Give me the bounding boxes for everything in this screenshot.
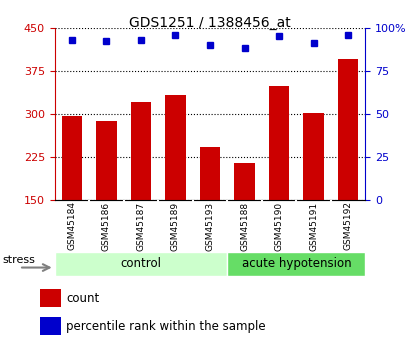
Text: GSM45187: GSM45187 (136, 201, 145, 250)
Bar (338, 59, 359, 200)
Bar (131, 102, 151, 200)
Bar (227, 252, 365, 276)
Bar (40, 289, 61, 307)
Text: GSM45184: GSM45184 (67, 201, 76, 250)
Bar (55, 252, 227, 276)
Text: GSM45188: GSM45188 (240, 201, 249, 250)
Bar (40, 317, 61, 335)
Text: percentile rank within the sample: percentile rank within the sample (66, 319, 266, 333)
Text: GSM45191: GSM45191 (309, 201, 318, 250)
Text: count: count (66, 292, 100, 305)
Text: acute hypotension: acute hypotension (241, 257, 351, 270)
Text: GSM45192: GSM45192 (344, 201, 353, 250)
Text: GDS1251 / 1388456_at: GDS1251 / 1388456_at (129, 16, 291, 30)
Bar (61, 116, 82, 200)
Bar (200, 147, 221, 200)
Bar (303, 113, 324, 200)
Text: GSM45189: GSM45189 (171, 201, 180, 250)
Text: control: control (121, 257, 161, 270)
Text: GSM45186: GSM45186 (102, 201, 111, 250)
Bar (165, 95, 186, 200)
Text: GSM45190: GSM45190 (275, 201, 284, 250)
Text: stress: stress (3, 255, 36, 265)
Bar (234, 163, 255, 200)
Bar (96, 121, 117, 200)
Bar (269, 86, 289, 200)
Text: GSM45193: GSM45193 (205, 201, 215, 250)
